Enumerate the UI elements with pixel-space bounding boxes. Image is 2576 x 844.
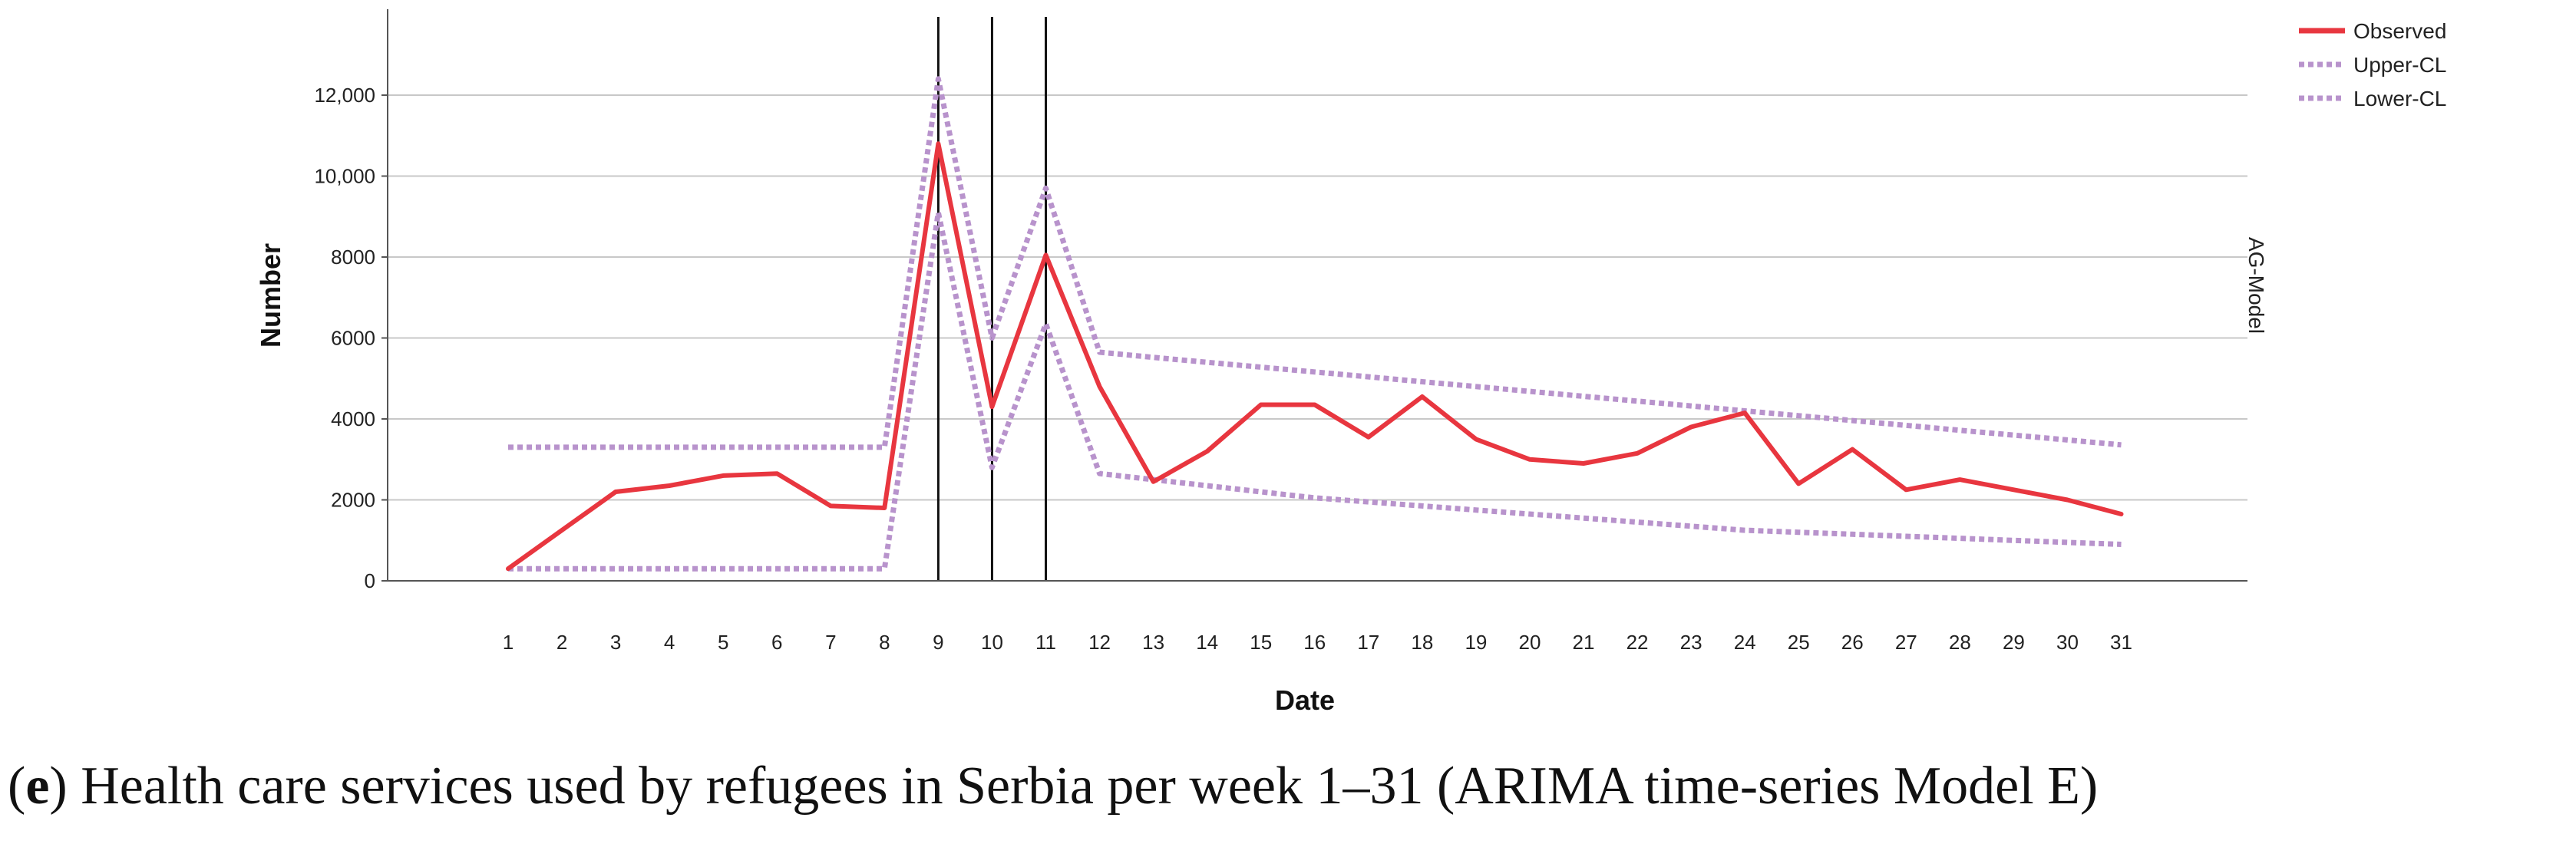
x-tick-label-25: 25 xyxy=(1788,631,1810,654)
legend-label-lower-cl: Lower-CL xyxy=(2353,87,2446,110)
x-tick-label-11: 11 xyxy=(1035,631,1056,654)
y-tick-label-5: 10,000 xyxy=(314,165,375,188)
x-tick-label-14: 14 xyxy=(1196,631,1218,654)
x-tick-label-31: 31 xyxy=(2110,631,2132,654)
x-tick-label-23: 23 xyxy=(1680,631,1702,654)
x-tick-label-5: 5 xyxy=(718,631,728,654)
x-tick-label-17: 17 xyxy=(1357,631,1379,654)
figure-caption: (e) Health care services used by refugee… xyxy=(8,757,2099,816)
x-tick-label-7: 7 xyxy=(825,631,836,654)
x-tick-label-10: 10 xyxy=(981,631,1003,654)
x-tick-label-19: 19 xyxy=(1465,631,1487,654)
caption-label: e xyxy=(25,757,50,816)
x-tick-label-9: 9 xyxy=(933,631,943,654)
series-line-observed xyxy=(506,141,2124,572)
legend-label-upper-cl: Upper-CL xyxy=(2353,53,2446,77)
x-tick-label-4: 4 xyxy=(664,631,675,654)
x-tick-label-8: 8 xyxy=(879,631,890,654)
x-tick-label-29: 29 xyxy=(2003,631,2025,654)
y-axis-title: Number xyxy=(255,243,286,348)
y-tick-label-2: 4000 xyxy=(331,407,375,430)
x-tick-label-1: 1 xyxy=(503,631,514,654)
x-tick-label-20: 20 xyxy=(1518,631,1541,654)
side-model-label: AG-Model xyxy=(2244,237,2268,334)
grid-lines xyxy=(388,94,2247,501)
caption-text: ) Health care services used by refugees … xyxy=(49,757,2099,816)
x-tick-label-27: 27 xyxy=(1895,631,1917,654)
x-axis-title: Date xyxy=(1275,684,1335,716)
x-tick-label-30: 30 xyxy=(2056,631,2079,654)
x-tick-label-24: 24 xyxy=(1734,631,1756,654)
x-tick-label-2: 2 xyxy=(556,631,567,654)
x-tick-label-15: 15 xyxy=(1250,631,1272,654)
x-tick-label-21: 21 xyxy=(1573,631,1595,654)
vertical-markers xyxy=(936,17,1047,581)
series-line-upper-cl xyxy=(508,76,2122,450)
x-tick-label-13: 13 xyxy=(1142,631,1164,654)
y-tick-label-4: 8000 xyxy=(331,246,375,269)
x-tick-label-6: 6 xyxy=(771,631,782,654)
x-tick-label-26: 26 xyxy=(1841,631,1864,654)
x-tick-label-16: 16 xyxy=(1303,631,1326,654)
x-tick-label-18: 18 xyxy=(1411,631,1433,654)
series-lines xyxy=(506,76,2124,572)
series-line-lower-cl xyxy=(508,209,2122,572)
x-tick-label-3: 3 xyxy=(610,631,621,654)
x-tick-label-28: 28 xyxy=(1949,631,1971,654)
legend-label-observed: Observed xyxy=(2353,19,2446,43)
x-tick-label-22: 22 xyxy=(1627,631,1649,654)
y-tick-label-0: 0 xyxy=(365,569,375,592)
y-tick-label-3: 6000 xyxy=(331,327,375,350)
y-tick-label-1: 2000 xyxy=(331,489,375,512)
x-tick-label-12: 12 xyxy=(1088,631,1111,654)
axes xyxy=(381,9,2247,582)
legend: Observed Upper-CL Lower-CL xyxy=(2299,19,2446,110)
y-tick-label-6: 12,000 xyxy=(314,84,375,107)
